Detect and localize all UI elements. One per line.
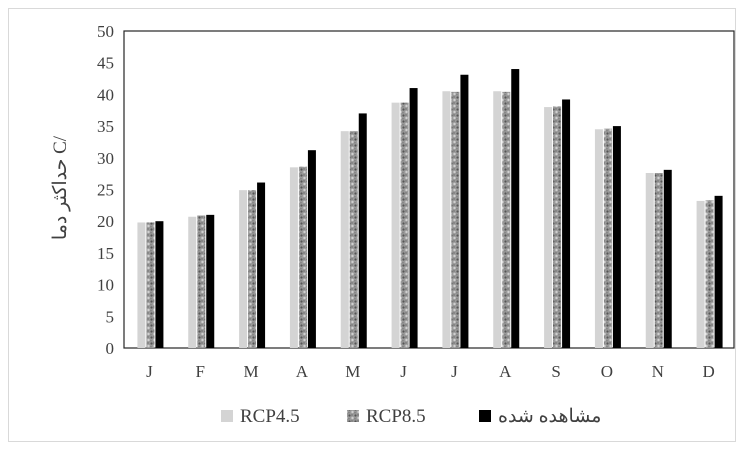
bar-3-9	[562, 99, 571, 348]
y-tick-label: 10	[97, 276, 114, 295]
x-tick-label: A	[296, 362, 309, 381]
legend-swatch	[479, 410, 491, 422]
bar-2-11	[654, 173, 663, 348]
bar-1-6	[391, 102, 400, 348]
bar-2-7	[451, 91, 460, 348]
x-tick-label: M	[244, 362, 259, 381]
bar-1-11	[645, 173, 654, 348]
x-tick-label: J	[451, 362, 458, 381]
x-tick-label: J	[146, 362, 153, 381]
bar-2-5	[349, 131, 358, 348]
bar-1-12	[696, 200, 705, 348]
bar-2-2	[197, 215, 206, 348]
legend-label: RCP4.5	[240, 406, 300, 427]
bar-1-7	[442, 91, 451, 348]
bar-1-4	[289, 167, 298, 348]
bar-1-5	[340, 131, 349, 348]
legend-swatch	[221, 410, 233, 422]
y-tick-label: 30	[97, 149, 114, 168]
x-tick-label: J	[400, 362, 407, 381]
y-axis-label: حداکثر دما C/	[50, 135, 71, 240]
x-tick-label: N	[652, 362, 664, 381]
bar-3-8	[511, 69, 520, 348]
bar-3-2	[206, 214, 215, 348]
x-tick-label: F	[196, 362, 205, 381]
bar-2-3	[248, 190, 257, 348]
bar-2-8	[502, 91, 511, 348]
plot-border	[123, 30, 735, 349]
y-tick-label: 20	[97, 212, 114, 231]
bar-3-7	[460, 74, 469, 348]
bar-1-9	[544, 107, 553, 348]
bar-3-11	[663, 169, 672, 348]
y-tick-label: 35	[97, 117, 114, 136]
bar-1-8	[493, 91, 502, 348]
bar-2-1	[146, 222, 155, 348]
y-tick-label: 25	[97, 181, 114, 200]
y-tick-label: 0	[106, 339, 115, 358]
bar-3-10	[612, 126, 621, 348]
plot-area	[123, 30, 735, 349]
bar-1-3	[239, 190, 248, 348]
bar-2-4	[298, 166, 307, 348]
legend-swatch	[347, 410, 359, 422]
bar-3-4	[307, 150, 316, 348]
legend: RCP4.5 RCP8.5 مشاهده شده	[221, 406, 601, 427]
bar-1-10	[594, 129, 603, 348]
x-tick-label: M	[345, 362, 360, 381]
y-tick-label: 40	[97, 85, 114, 104]
bar-2-9	[553, 106, 562, 348]
y-tick-label: 15	[97, 244, 114, 263]
bars-group	[137, 69, 723, 348]
x-tick-label: A	[499, 362, 512, 381]
bar-1-1	[137, 222, 146, 348]
x-tick-label: S	[551, 362, 560, 381]
legend-label: مشاهده شده	[498, 406, 601, 427]
x-tick-label: O	[601, 362, 613, 381]
bar-1-2	[188, 216, 197, 348]
bar-3-1	[155, 221, 164, 348]
bar-3-5	[358, 113, 367, 348]
y-tick-label: 50	[97, 22, 114, 41]
y-tick-label: 5	[106, 307, 115, 326]
x-tick-label: D	[702, 362, 714, 381]
bar-3-12	[714, 195, 723, 348]
bar-3-3	[257, 182, 266, 348]
bar-2-12	[705, 200, 714, 348]
bar-2-6	[400, 102, 409, 348]
bar-2-10	[603, 128, 612, 348]
y-tick-label: 45	[97, 54, 114, 73]
legend-label: RCP8.5	[366, 406, 426, 427]
bar-3-6	[409, 88, 418, 348]
y-axis: 0 5 10 15 20 25 30 35 40 45 50	[97, 22, 114, 358]
